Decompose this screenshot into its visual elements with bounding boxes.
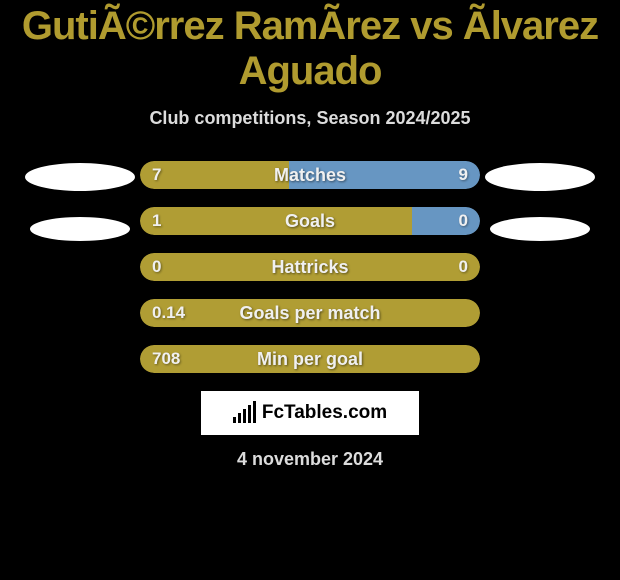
page-subtitle: Club competitions, Season 2024/2025 xyxy=(149,108,470,129)
stat-right-value: 0 xyxy=(459,253,468,281)
player-right-avatar xyxy=(485,163,595,191)
stat-bar-right-segment xyxy=(289,161,480,189)
player-right-photo-col xyxy=(480,161,600,373)
stat-bar-row: 0.14Goals per match xyxy=(140,299,480,327)
stat-right-value: 0 xyxy=(459,207,468,235)
stat-bar-left-segment xyxy=(140,207,412,235)
stat-bar-row: 708Min per goal xyxy=(140,345,480,373)
stat-bar-left-segment xyxy=(140,253,480,281)
stat-bar-row: 79Matches xyxy=(140,161,480,189)
player-left-photo-col xyxy=(20,161,140,373)
stat-right-value: 9 xyxy=(459,161,468,189)
stat-bar-left-segment xyxy=(140,161,289,189)
stat-bar-left-segment xyxy=(140,299,480,327)
page-title: GutiÃ©rrez RamÃ­rez vs Ãlvarez Aguado xyxy=(0,4,620,94)
player-right-avatar-2 xyxy=(490,217,590,241)
stat-bars: 79Matches10Goals00Hattricks0.14Goals per… xyxy=(140,161,480,373)
stat-left-value: 708 xyxy=(152,345,180,373)
stat-left-value: 1 xyxy=(152,207,161,235)
stat-bar-row: 00Hattricks xyxy=(140,253,480,281)
logo-text: FcTables.com xyxy=(262,402,387,424)
player-left-avatar xyxy=(25,163,135,191)
stat-left-value: 0 xyxy=(152,253,161,281)
player-left-avatar-2 xyxy=(30,217,130,241)
snapshot-date: 4 november 2024 xyxy=(237,449,383,470)
stat-bar-row: 10Goals xyxy=(140,207,480,235)
comparison-infographic: GutiÃ©rrez RamÃ­rez vs Ãlvarez Aguado Cl… xyxy=(0,0,620,470)
stat-bar-left-segment xyxy=(140,345,480,373)
site-logo[interactable]: FcTables.com xyxy=(201,391,419,435)
stat-left-value: 0.14 xyxy=(152,299,185,327)
stat-left-value: 7 xyxy=(152,161,161,189)
stats-area: 79Matches10Goals00Hattricks0.14Goals per… xyxy=(0,161,620,373)
stat-bar-right-segment xyxy=(412,207,480,235)
bar-chart-icon xyxy=(233,403,256,423)
